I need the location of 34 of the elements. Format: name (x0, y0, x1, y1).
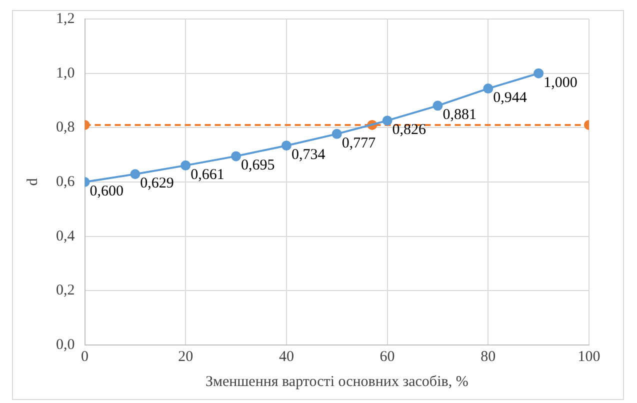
point (432, 100, 443, 111)
y-tick-label: 1,2 (56, 10, 75, 27)
point (180, 160, 191, 170)
y-tick-label: 0,4 (56, 228, 76, 244)
point (483, 84, 494, 94)
data-label: 0,734 (291, 147, 326, 164)
x-tick-label: 0 (81, 348, 88, 365)
x-axis-title: Зменшення вартості основних засобів, % (205, 374, 468, 390)
x-tick-label: 40 (278, 348, 294, 365)
point (281, 140, 292, 151)
x-tick-label: 60 (380, 348, 395, 365)
data-label: 0,695 (241, 158, 275, 174)
data-label: 0,826 (392, 122, 427, 138)
y-tick-label: 0,2 (56, 282, 75, 299)
point (382, 116, 392, 126)
point (231, 151, 242, 162)
y-tick-label: 0,8 (56, 120, 75, 136)
x-tick-label: 100 (578, 348, 600, 365)
y-tick-label: 0,6 (56, 174, 76, 190)
data-label: 1,000 (544, 74, 578, 91)
data-label: 0,600 (90, 183, 124, 200)
x-tick-label: 20 (178, 348, 194, 365)
y-axis-title: d (24, 178, 41, 186)
data-label: 0,777 (342, 135, 376, 152)
data-label: 0,944 (493, 90, 528, 106)
point (332, 128, 342, 139)
point (130, 169, 140, 180)
y-tick-label: 0,0 (56, 336, 75, 353)
y-tick-label: 1,0 (56, 65, 75, 82)
data-label: 0,881 (442, 107, 476, 124)
data-label: 0,661 (190, 166, 224, 183)
x-tick-label: 80 (480, 348, 496, 365)
point (534, 68, 544, 78)
data-label: 0,629 (140, 176, 174, 192)
